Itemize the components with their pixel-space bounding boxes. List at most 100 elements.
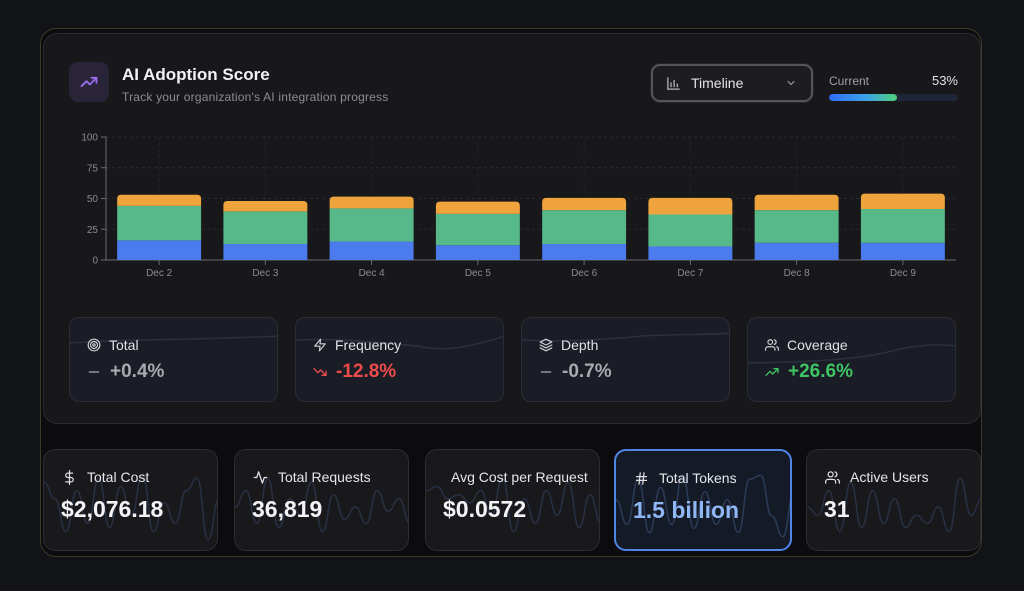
metric-label: Coverage <box>787 337 848 353</box>
bar-segment-coverage <box>754 194 839 211</box>
bar-segment-depth <box>117 205 202 241</box>
metric-card-depth[interactable]: Depth -0.7% <box>521 317 730 402</box>
trending-down-icon <box>312 364 328 380</box>
metric-label: Total <box>109 337 139 353</box>
metric-label: Frequency <box>335 337 402 353</box>
stat-card-total-tokens[interactable]: Total Tokens 1.5 billion <box>614 449 792 551</box>
stat-label: Total Requests <box>278 469 371 485</box>
stat-value: 1.5 billion <box>633 497 740 523</box>
current-score-value: 53% <box>931 73 958 88</box>
bar-segment-coverage <box>329 196 414 209</box>
current-score-label: Current <box>829 74 870 88</box>
bar-segment-frequency <box>754 242 839 260</box>
bar-segment-depth <box>860 208 945 243</box>
x-tick-label: Dec 2 <box>146 268 173 279</box>
y-tick-label: 0 <box>92 256 98 267</box>
bar-segment-coverage <box>435 201 520 214</box>
metric-change: -12.8% <box>336 361 397 382</box>
stat-value: $0.0572 <box>443 496 527 522</box>
x-tick-label: Dec 3 <box>252 268 279 279</box>
target-icon <box>86 337 102 353</box>
sparkline <box>44 473 217 541</box>
x-tick-label: Dec 7 <box>677 268 704 279</box>
zap-icon <box>312 337 328 353</box>
stat-label: Active Users <box>850 469 929 485</box>
metric-card-coverage[interactable]: Coverage +26.6% <box>747 317 956 402</box>
x-tick-label: Dec 5 <box>465 268 492 279</box>
sparkline <box>426 477 599 533</box>
sparkline <box>748 344 955 364</box>
adoption-chart-svg: 0 25 50 75 100 Dec 2 Dec 3 Dec 4 Dec 5 Dec 6 Dec 7… <box>81 133 956 279</box>
view-select-label: Timeline <box>691 75 744 91</box>
y-tick-label: 75 <box>87 163 99 174</box>
bar-segment-frequency <box>860 242 945 260</box>
sparkline <box>616 474 790 538</box>
stat-value: 36,819 <box>252 496 323 522</box>
dashboard-frame: AI Adoption Score Track your organizatio… <box>40 28 982 557</box>
chevron-down-icon <box>783 75 799 91</box>
bar-segment-coverage <box>860 193 945 209</box>
sparkline <box>807 477 980 533</box>
bar-segment-depth <box>542 210 627 245</box>
bar-segment-depth <box>648 214 733 247</box>
stat-label: Total Cost <box>87 469 150 485</box>
card-subtitle: Track your organization's AI integration… <box>122 90 389 104</box>
hash-icon <box>633 470 649 486</box>
sparkline <box>70 335 277 344</box>
users-icon <box>824 469 840 485</box>
view-select-dropdown[interactable]: Timeline <box>651 64 813 102</box>
bar-segment-frequency <box>648 246 733 260</box>
activity-icon <box>252 469 268 485</box>
bar-segment-frequency <box>117 240 202 260</box>
stat-card-active-users[interactable]: Active Users 31 <box>806 449 981 551</box>
bar-segment-depth <box>754 210 839 243</box>
bar-segment-coverage <box>117 194 202 206</box>
current-score-progress-fill <box>829 94 898 101</box>
y-tick-label: 50 <box>87 194 99 205</box>
bar-segment-depth <box>435 213 520 246</box>
stat-label: Total Tokens <box>659 470 737 486</box>
stat-card-total-requests[interactable]: Total Requests 36,819 <box>234 449 409 551</box>
metric-change: +0.4% <box>110 361 165 382</box>
x-tick-label: Dec 4 <box>359 268 386 279</box>
card-title: AI Adoption Score <box>122 65 270 84</box>
ai-adoption-card: AI Adoption Score Track your organizatio… <box>43 33 981 424</box>
bar-segment-frequency <box>435 245 520 260</box>
y-tick-label: 25 <box>87 225 99 236</box>
bar-segment-depth <box>329 208 414 242</box>
sparkline <box>522 332 729 342</box>
metric-card-total[interactable]: Total +0.4% <box>69 317 278 402</box>
bar-segment-frequency <box>329 241 414 260</box>
y-tick-label: 100 <box>81 133 98 144</box>
bar-segment-coverage <box>223 200 308 212</box>
bar-segment-frequency <box>223 244 308 260</box>
current-score-progress <box>829 94 958 101</box>
users-icon <box>764 337 780 353</box>
stat-value: 31 <box>824 496 850 522</box>
stat-label: Avg Cost per Request <box>451 469 588 485</box>
adoption-chart: 0 25 50 75 100 Dec 2 Dec 3 Dec 4 Dec 5 Dec 6 Dec 7… <box>64 129 964 279</box>
trending-up-icon <box>69 62 109 102</box>
layers-icon <box>538 337 554 353</box>
x-tick-label: Dec 8 <box>784 268 811 279</box>
minus-icon <box>538 364 554 380</box>
sparkline <box>235 477 408 533</box>
stat-card-avg-cost-per-request[interactable]: Avg Cost per Request $0.0572 <box>425 449 600 551</box>
bar-segment-depth <box>223 211 308 245</box>
stat-value: $2,076.18 <box>61 496 164 522</box>
bar-segment-coverage <box>648 197 733 215</box>
metric-change: -0.7% <box>562 361 612 382</box>
x-tick-label: Dec 9 <box>890 268 917 279</box>
minus-icon <box>86 364 102 380</box>
stat-card-total-cost[interactable]: Total Cost $2,076.18 <box>43 449 218 551</box>
dollar-icon <box>61 469 77 485</box>
metric-change: +26.6% <box>788 361 853 382</box>
trending-up-icon <box>764 364 780 380</box>
sparkline <box>296 335 503 350</box>
metric-label: Depth <box>561 337 599 353</box>
bar-chart-icon <box>665 75 681 91</box>
metric-card-frequency[interactable]: Frequency -12.8% <box>295 317 504 402</box>
x-tick-label: Dec 6 <box>571 268 598 279</box>
bar-segment-coverage <box>542 197 627 211</box>
bar-segment-frequency <box>542 244 627 260</box>
